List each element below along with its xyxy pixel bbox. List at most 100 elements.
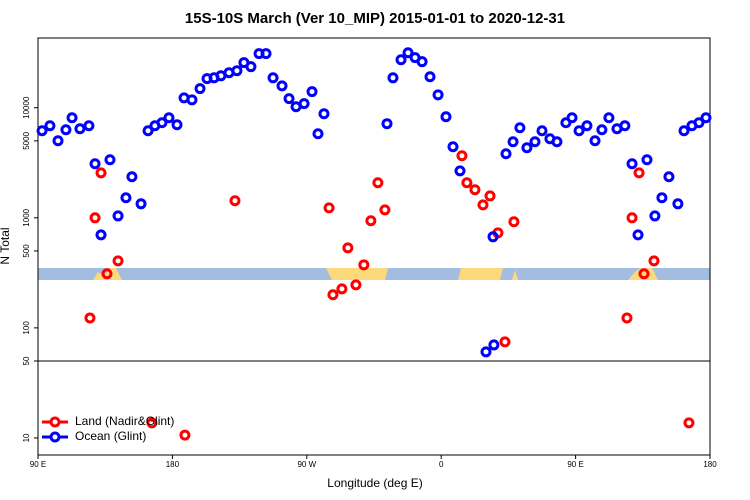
point (95, 229, 107, 241)
point (507, 136, 519, 148)
point (318, 108, 330, 120)
point (500, 148, 512, 160)
point (416, 56, 428, 68)
surface-band (38, 268, 710, 280)
point (298, 98, 310, 110)
point (260, 48, 272, 60)
point (36, 125, 48, 137)
point (44, 120, 56, 132)
point (245, 61, 257, 73)
point (66, 112, 78, 124)
point (194, 83, 206, 95)
point (267, 72, 279, 84)
legend-marker (49, 431, 61, 443)
point (619, 120, 631, 132)
point (327, 289, 339, 301)
point (142, 125, 154, 137)
point (683, 417, 695, 429)
point (633, 167, 645, 179)
point (342, 242, 354, 254)
point (648, 255, 660, 267)
point (566, 112, 578, 124)
point (454, 165, 466, 177)
point (638, 268, 650, 280)
point (529, 136, 541, 148)
point (656, 192, 668, 204)
point (83, 120, 95, 132)
legend-label: Ocean (Glint) (75, 429, 146, 443)
point (499, 336, 511, 348)
land-band (628, 268, 658, 280)
point (487, 231, 499, 243)
land-band (512, 270, 518, 280)
point (104, 154, 116, 166)
point (84, 312, 96, 324)
point (521, 142, 533, 154)
point (231, 65, 243, 77)
point (365, 215, 377, 227)
x-tick-label: 180 (703, 460, 717, 469)
point (60, 124, 72, 136)
land-band (93, 268, 122, 280)
point (101, 268, 113, 280)
point (229, 195, 241, 207)
point (551, 136, 563, 148)
y-tick-label: 5000 (22, 131, 31, 149)
point (171, 119, 183, 131)
point (488, 339, 500, 351)
point (678, 125, 690, 137)
x-tick-label: 90 E (567, 460, 583, 469)
point (387, 72, 399, 84)
x-tick-label: 180 (166, 460, 180, 469)
point (447, 141, 459, 153)
point (477, 199, 489, 211)
point (424, 71, 436, 83)
point (336, 283, 348, 295)
x-tick-label: 90 E (30, 460, 46, 469)
point (276, 80, 288, 92)
legend-label: Land (Nadir&Glint) (75, 414, 174, 428)
point (283, 93, 295, 105)
y-tick-label: 500 (22, 244, 31, 258)
point (469, 184, 481, 196)
point (52, 135, 64, 147)
point (402, 47, 414, 59)
point (649, 210, 661, 222)
point (484, 190, 496, 202)
y-tick-label: 100 (22, 321, 31, 335)
y-tick-label: 10000 (22, 96, 31, 119)
point (358, 259, 370, 271)
point (379, 204, 391, 216)
point (112, 255, 124, 267)
point (603, 112, 615, 124)
point (632, 229, 644, 241)
point (621, 312, 633, 324)
point (74, 123, 86, 135)
y-tick-label: 10 (22, 433, 31, 442)
point (581, 120, 593, 132)
point (146, 417, 158, 429)
point (312, 128, 324, 140)
point (186, 94, 198, 106)
point (626, 212, 638, 224)
point (626, 158, 638, 170)
plot-frame (37, 37, 711, 456)
legend-marker (49, 416, 61, 428)
y-tick-label: 1000 (22, 208, 31, 226)
point (508, 216, 520, 228)
point (672, 198, 684, 210)
point (395, 54, 407, 66)
point (663, 171, 675, 183)
point (589, 135, 601, 147)
point (135, 198, 147, 210)
point (480, 346, 492, 358)
point (95, 167, 107, 179)
point (461, 177, 473, 189)
point (89, 212, 101, 224)
x-tick-label: 0 (439, 460, 444, 469)
x-axis-label: Longitude (deg E) (327, 476, 422, 490)
point (596, 124, 608, 136)
point (536, 125, 548, 137)
chart-title: 15S-10S March (Ver 10_MIP) 2015-01-01 to… (185, 10, 565, 27)
point (432, 89, 444, 101)
